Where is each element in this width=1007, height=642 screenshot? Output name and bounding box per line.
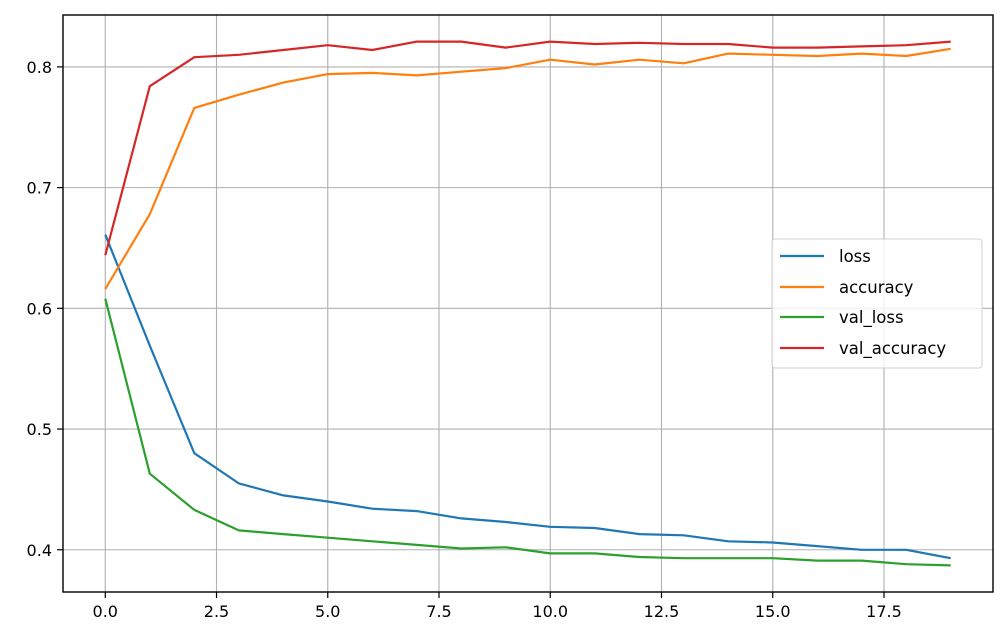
y-tick-label: 0.5 [27,420,52,439]
y-axis: 0.4 0.5 0.6 0.7 0.8 [27,58,63,560]
legend-item-loss: loss [780,247,871,266]
y-tick-label: 0.8 [27,58,52,77]
legend: loss accuracy val_loss val_accuracy [771,238,983,369]
x-tick-label: 2.5 [204,602,229,621]
x-axis: 0.0 2.5 5.0 7.5 10.0 12.5 15.0 17.5 [93,592,902,621]
legend-label: val_accuracy [839,339,946,359]
legend-label: loss [839,247,871,266]
series-line-accuracy [104,47,951,290]
y-tick-label: 0.4 [27,541,52,560]
x-tick-label: 17.5 [866,602,902,621]
series-lines [104,40,951,567]
legend-label: accuracy [839,278,914,297]
plot-frame [62,14,994,593]
x-tick-label: 12.5 [644,602,680,621]
x-tick-label: 15.0 [755,602,791,621]
x-tick-label: 10.0 [532,602,568,621]
legend-label: val_loss [839,308,904,328]
legend-item-val-accuracy: val_accuracy [780,339,946,359]
legend-item-accuracy: accuracy [780,278,914,297]
x-tick-label: 7.5 [426,602,451,621]
y-tick-label: 0.7 [27,179,52,198]
series-line-val-loss [104,298,951,567]
x-tick-label: 5.0 [315,602,340,621]
series-line-loss [104,234,951,560]
legend-box [771,238,983,369]
series-line-val-accuracy [104,40,951,256]
x-tick-label: 0.0 [93,602,118,621]
legend-item-val-loss: val_loss [780,308,904,328]
y-tick-label: 0.6 [27,299,52,318]
